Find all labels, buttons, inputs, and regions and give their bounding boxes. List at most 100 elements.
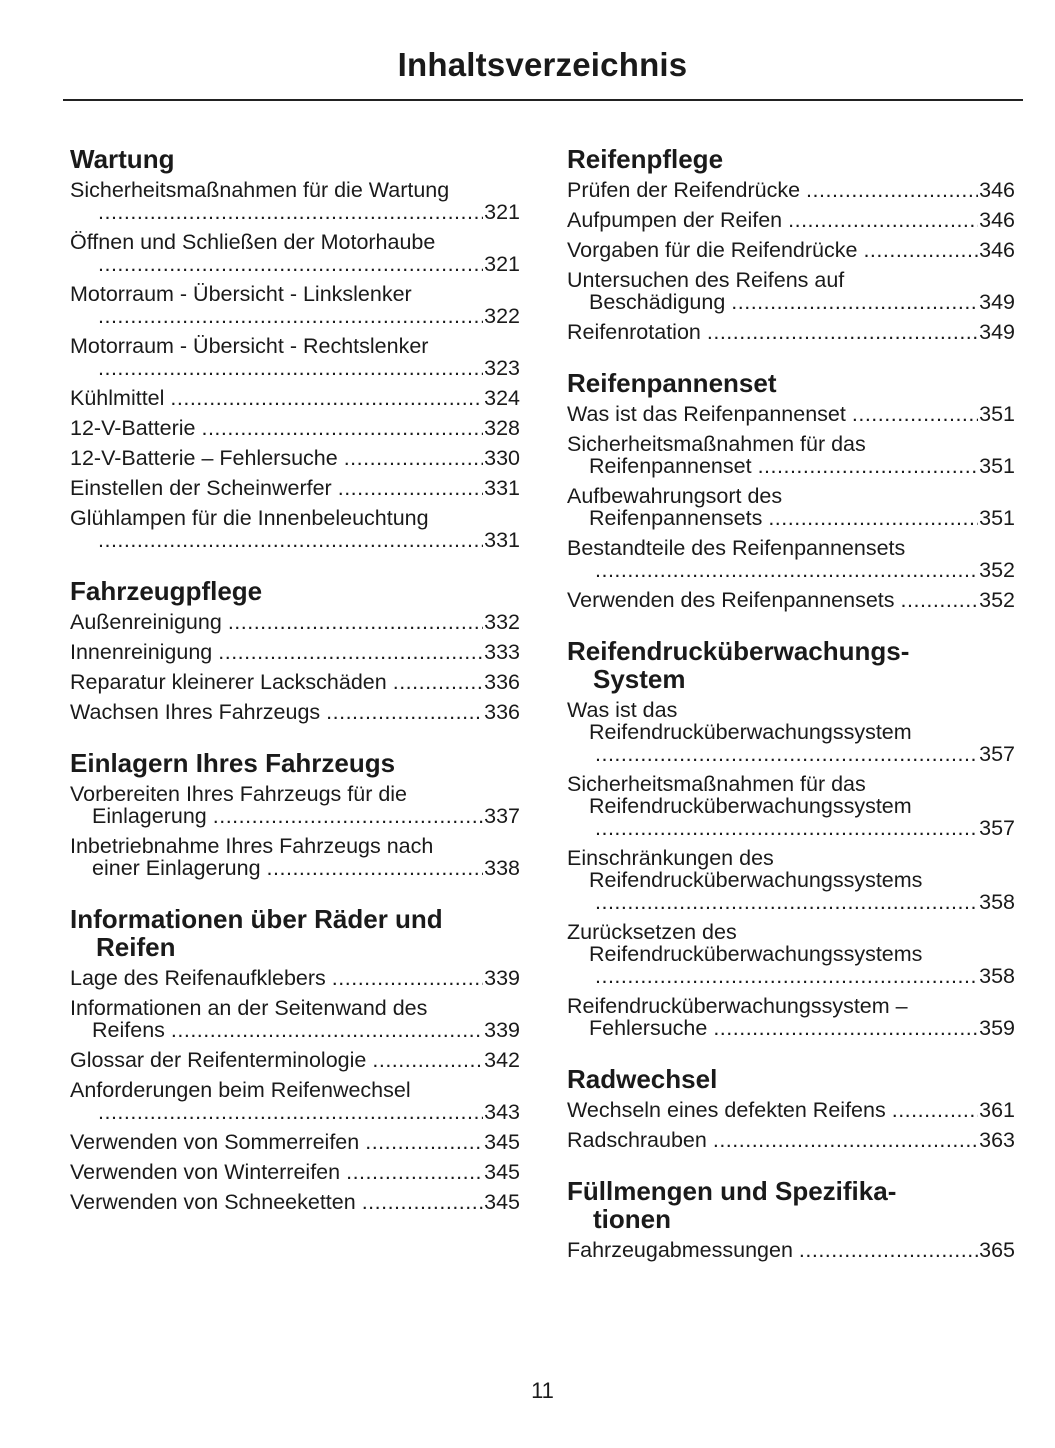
section-heading-line: Einlagern Ihres Fahrzeugs	[70, 748, 396, 778]
entry-page-number: 345	[484, 1160, 520, 1184]
toc-entry[interactable]: Verwenden von Sommerreifen 345	[70, 1131, 520, 1153]
toc-entry[interactable]: Öffnen und Schließen der Motorhaube 321	[70, 231, 520, 275]
toc-entry[interactable]: Reifendrucküberwachungssystem – Fehlersuc…	[567, 995, 1015, 1039]
toc-entry[interactable]: 12-V-Batterie – Fehlersuche 330	[70, 447, 520, 469]
entry-last-line: Wachsen Ihres Fahrzeugs 336	[70, 701, 520, 723]
toc-entry[interactable]: Fahrzeugabmessungen 365	[567, 1239, 1015, 1261]
entry-page-number: 321	[484, 200, 520, 224]
entry-last-line: Vorgaben für die Reifendrücke 346	[567, 239, 1015, 261]
toc-entry[interactable]: Wechseln eines defekten Reifens 361	[567, 1099, 1015, 1121]
entry-title-line: Anforderungen beim Reifenwechsel	[70, 1078, 411, 1102]
entry-page-number: 337	[484, 804, 520, 828]
dot-leader	[213, 805, 483, 827]
entry-page-number: 324	[484, 386, 520, 410]
toc-entry[interactable]: Vorbereiten Ihres Fahrzeugs für die Einla…	[70, 783, 520, 827]
section-heading-line: Reifendrucküberwachungs-	[567, 636, 910, 666]
toc-entry[interactable]: Verwenden des Reifenpannensets 352	[567, 589, 1015, 611]
toc-entry[interactable]: Innenreinigung 333	[70, 641, 520, 663]
toc-entry[interactable]: Radschrauben 363	[567, 1129, 1015, 1151]
entry-page-number: 363	[979, 1128, 1015, 1152]
toc-entry[interactable]: Glossar der Reifenterminologie 342	[70, 1049, 520, 1071]
toc-entry[interactable]: Vorgaben für die Reifendrücke 346	[567, 239, 1015, 261]
entry-page-number: 349	[979, 320, 1015, 344]
entry-last-line: 357	[567, 817, 1015, 839]
toc-entry[interactable]: Einschränkungen des Reifendrucküberwachun…	[567, 847, 1015, 913]
dot-leader	[365, 1131, 483, 1153]
toc-entry[interactable]: Aufpumpen der Reifen 346	[567, 209, 1015, 231]
dot-leader	[595, 817, 978, 839]
entry-last-line: 323	[70, 357, 520, 379]
page-title: Inhaltsverzeichnis	[397, 46, 688, 83]
title-divider	[63, 99, 1023, 101]
toc-entry[interactable]: Motorraum - Übersicht - Rechtslenker 323	[70, 335, 520, 379]
entry-title-line: Verwenden des Reifenpannensets	[567, 588, 895, 612]
toc-entry[interactable]: Einstellen der Scheinwerfer 331	[70, 477, 520, 499]
entry-last-line: Einstellen der Scheinwerfer 331	[70, 477, 520, 499]
entry-title-line: Sicherheitsmaßnahmen für das	[567, 432, 866, 456]
dot-leader	[98, 253, 483, 275]
entry-page-number: 346	[979, 208, 1015, 232]
toc-entry[interactable]: Verwenden von Schneeketten 345	[70, 1191, 520, 1213]
entry-last-line: 352	[567, 559, 1015, 581]
entry-title-line: Was ist das	[567, 698, 678, 722]
toc-entry[interactable]: Kühlmittel 324	[70, 387, 520, 409]
toc-section: Wartung Sicherheitsmaßnahmen für die Wart…	[70, 145, 520, 551]
entry-last-line: Wechseln eines defekten Reifens 361	[567, 1099, 1015, 1121]
entry-last-line: Reifens 339	[70, 1019, 520, 1041]
entry-last-line: Beschädigung 349	[567, 291, 1015, 313]
entry-last-line: Fahrzeugabmessungen 365	[567, 1239, 1015, 1261]
toc-entry[interactable]: Sicherheitsmaßnahmen für das Reifenpannen…	[567, 433, 1015, 477]
toc-entry[interactable]: Sicherheitsmaßnahmen für das Reifendruckü…	[567, 773, 1015, 839]
toc-entry[interactable]: 12-V-Batterie 328	[70, 417, 520, 439]
entry-title-line: Sicherheitsmaßnahmen für die Wartung	[70, 178, 450, 202]
toc-entry[interactable]: Reparatur kleinerer Lackschäden 336	[70, 671, 520, 693]
entry-page-number: 357	[979, 742, 1015, 766]
toc-entry[interactable]: Motorraum - Übersicht - Linkslenker 322	[70, 283, 520, 327]
toc-entry[interactable]: Bestandteile des Reifenpannensets 352	[567, 537, 1015, 581]
entry-last-line: Radschrauben 363	[567, 1129, 1015, 1151]
section-heading-line: Informationen über Räder und	[70, 904, 443, 934]
entry-page-number: 358	[979, 890, 1015, 914]
toc-entry[interactable]: Wachsen Ihres Fahrzeugs 336	[70, 701, 520, 723]
entry-title-line: Glühlampen für die Innenbeleuchtung	[70, 506, 429, 530]
entry-title-line: Reifendrucküberwachungssystems	[589, 942, 923, 966]
toc-section: Informationen über Räder und Reifen Lage d…	[70, 905, 520, 1213]
entry-title-line: Lage des Reifenaufklebers	[70, 966, 326, 990]
toc-entry[interactable]: Anforderungen beim Reifenwechsel 343	[70, 1079, 520, 1123]
toc-entry[interactable]: Informationen an der Seitenwand des Reife…	[70, 997, 520, 1041]
entry-last-line: Verwenden von Sommerreifen 345	[70, 1131, 520, 1153]
entry-last-line: Lage des Reifenaufklebers 339	[70, 967, 520, 989]
section-heading: Fahrzeugpflege	[70, 577, 520, 605]
entry-page-number: 351	[979, 506, 1015, 530]
toc-entry[interactable]: Inbetriebnahme Ihres Fahrzeugs nach einer…	[70, 835, 520, 879]
entry-page-number: 321	[484, 252, 520, 276]
entry-title-line: Wachsen Ihres Fahrzeugs	[70, 700, 321, 724]
toc-entry[interactable]: Reifenrotation 349	[567, 321, 1015, 343]
toc-entry[interactable]: Prüfen der Reifendrücke 346	[567, 179, 1015, 201]
entry-title-line: Motorraum - Übersicht - Linkslenker	[70, 282, 412, 306]
entry-last-line: 357	[567, 743, 1015, 765]
toc-entry[interactable]: Was ist das Reifenpannenset 351	[567, 403, 1015, 425]
toc-entry[interactable]: Sicherheitsmaßnahmen für die Wartung 321	[70, 179, 520, 223]
dot-leader	[372, 1049, 483, 1071]
entry-title-line: Reifendrucküberwachungssystem	[589, 794, 912, 818]
toc-entry[interactable]: Verwenden von Winterreifen 345	[70, 1161, 520, 1183]
section-heading-line: tionen	[593, 1204, 671, 1234]
dot-leader	[98, 357, 483, 379]
dot-leader	[393, 671, 483, 693]
toc-entry[interactable]: Zurücksetzen des Reifendrucküberwachungss…	[567, 921, 1015, 987]
toc-entry[interactable]: Was ist das Reifendrucküberwachungssystem…	[567, 699, 1015, 765]
toc-section: Reifenpannenset Was ist das Reifenpannens…	[567, 369, 1015, 611]
dot-leader	[346, 1161, 483, 1183]
entry-title-line: Reifenpannensets	[589, 506, 763, 530]
toc-entry[interactable]: Außenreinigung 332	[70, 611, 520, 633]
dot-leader	[713, 1129, 978, 1151]
toc-entry[interactable]: Lage des Reifenaufklebers 339	[70, 967, 520, 989]
toc-entry[interactable]: Glühlampen für die Innenbeleuchtung 331	[70, 507, 520, 551]
entry-last-line: Einlagerung 337	[70, 805, 520, 827]
entry-last-line: Reparatur kleinerer Lackschäden 336	[70, 671, 520, 693]
